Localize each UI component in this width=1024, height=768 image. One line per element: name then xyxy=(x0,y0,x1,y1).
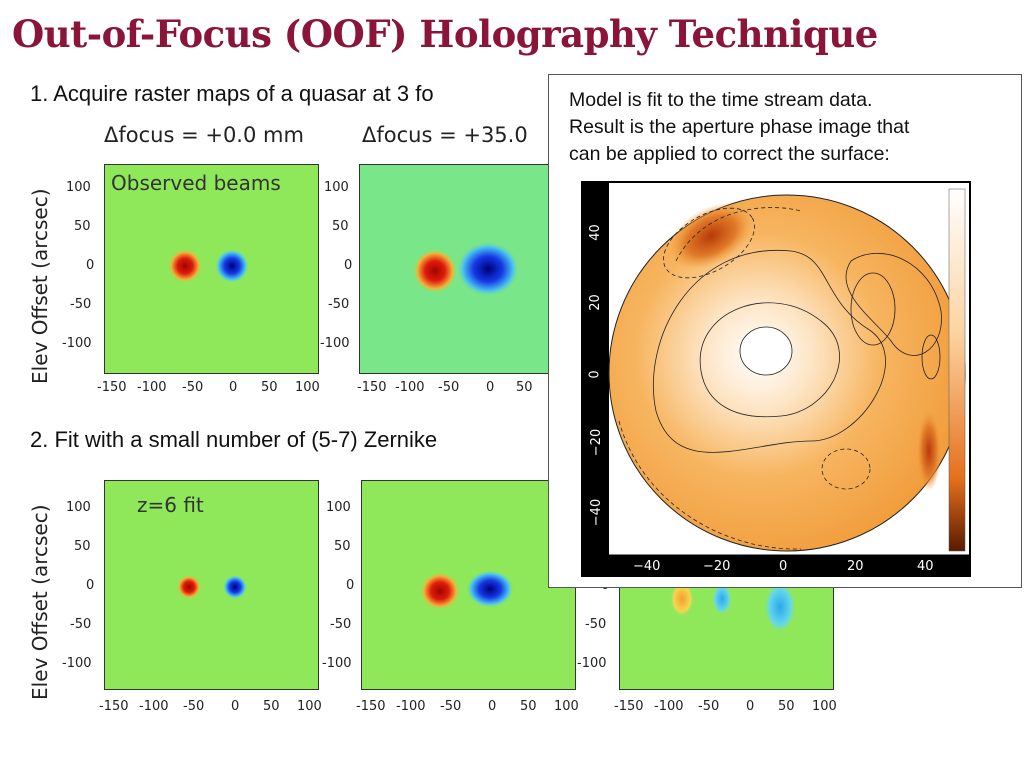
fit-beam-panel-a: z=6 fit xyxy=(104,480,319,690)
ytick-r1a-50: 50 xyxy=(74,219,91,234)
ytick-r2a-100: 100 xyxy=(66,500,91,515)
phase-xtick-40: 40 xyxy=(917,559,934,574)
xtick-r2c-100: 100 xyxy=(812,699,837,714)
step-1-text: 1. Acquire raster maps of a quasar at 3 … xyxy=(30,81,434,106)
fit-beam-panel-b xyxy=(361,480,576,690)
callout-line-3: can be applied to correct the surface: xyxy=(569,143,890,165)
ytick-r2c-m50: -50 xyxy=(585,617,607,632)
phase-ytick-40: 40 xyxy=(587,224,603,241)
y-axis-label-row1: Elev Offset (arcsec) xyxy=(28,188,52,385)
ytick-r1b-m100: -100 xyxy=(320,336,350,351)
ytick-r2a-50: 50 xyxy=(74,539,91,554)
xtick-r1b-m150: -150 xyxy=(357,380,387,395)
ytick-r2a-m50: -50 xyxy=(70,617,92,632)
xtick-r2c-0: 0 xyxy=(746,699,755,714)
ytick-r2c-m100: -100 xyxy=(577,656,607,671)
ytick-r2b-0: 0 xyxy=(346,578,355,593)
ytick-r1b-100: 100 xyxy=(324,180,349,195)
xtick-r2a-m50: -50 xyxy=(183,699,205,714)
ytick-r1b-50: 50 xyxy=(332,219,349,234)
column-title-35mm: Δfocus = +35.0 xyxy=(362,123,528,147)
xtick-r2a-m150: -150 xyxy=(99,699,129,714)
phase-xtick-m40: −40 xyxy=(633,559,661,574)
xtick-r1a-0: 0 xyxy=(229,380,238,395)
xtick-r2c-m50: -50 xyxy=(698,699,720,714)
xtick-r2b-m100: -100 xyxy=(396,699,426,714)
xtick-r1a-m150: -150 xyxy=(97,380,127,395)
callout-line-1: Model is fit to the time stream data. xyxy=(569,89,873,111)
phase-ytick-m40: −40 xyxy=(589,498,605,527)
xtick-r2b-m150: -150 xyxy=(356,699,386,714)
aperture-phase-map xyxy=(608,183,969,556)
phase-xtick-20: 20 xyxy=(847,559,864,574)
ytick-r1b-m50: -50 xyxy=(328,297,350,312)
xtick-r1b-50: 50 xyxy=(516,380,533,395)
xtick-r1a-m100: -100 xyxy=(137,380,167,395)
observed-beam-panel-b xyxy=(359,164,574,374)
callout-line-2: Result is the aperture phase image that xyxy=(569,116,910,138)
phase-ytick-0: 0 xyxy=(587,370,603,379)
z6-fit-label: z=6 fit xyxy=(137,493,204,517)
xtick-r1b-0: 0 xyxy=(486,380,495,395)
column-title-0mm: Δfocus = +0.0 mm xyxy=(104,123,304,147)
observed-beam-panel-a: Observed beams xyxy=(104,164,319,374)
xtick-r2b-50: 50 xyxy=(520,699,537,714)
y-axis-label-row2: Elev Offset (arcsec) xyxy=(28,504,52,701)
xtick-r2b-100: 100 xyxy=(554,699,579,714)
aperture-phase-image: −40 −20 0 20 40 40 20 0 −20 −40 xyxy=(581,181,971,577)
xtick-r1a-m50: -50 xyxy=(182,380,204,395)
xtick-r2c-50: 50 xyxy=(778,699,795,714)
fit-beam-plot-b xyxy=(362,481,575,689)
observed-beam-plot-b xyxy=(360,165,560,373)
phase-ytick-20: 20 xyxy=(587,294,603,311)
xtick-r1b-m50: -50 xyxy=(438,380,460,395)
ytick-r1b-0: 0 xyxy=(344,258,353,273)
ytick-r1a-m50: -50 xyxy=(70,297,92,312)
fit-beam-plot-a xyxy=(105,481,318,689)
xtick-r1a-100: 100 xyxy=(295,380,320,395)
xtick-r1b-m100: -100 xyxy=(395,380,425,395)
ytick-r2a-0: 0 xyxy=(86,578,95,593)
xtick-r2c-m100: -100 xyxy=(654,699,684,714)
observed-beam-plot-a xyxy=(105,165,318,373)
ytick-r2b-m100: -100 xyxy=(322,656,352,671)
ytick-r2b-100: 100 xyxy=(326,500,351,515)
xtick-r2a-0: 0 xyxy=(231,699,240,714)
aperture-phase-callout: Model is fit to the time stream data. Re… xyxy=(548,74,1022,588)
xtick-r2c-m150: -150 xyxy=(614,699,644,714)
xtick-r2b-0: 0 xyxy=(488,699,497,714)
ytick-r2b-50: 50 xyxy=(334,539,351,554)
ytick-r1a-0: 0 xyxy=(86,258,95,273)
xtick-r2a-50: 50 xyxy=(263,699,280,714)
observed-beams-label: Observed beams xyxy=(111,171,281,195)
slide-title: Out-of-Focus (OOF) Holography Technique xyxy=(12,12,878,56)
ytick-r2a-m100: -100 xyxy=(62,656,92,671)
phase-ytick-m20: −20 xyxy=(589,428,605,457)
ytick-r1a-m100: -100 xyxy=(62,336,92,351)
xtick-r2a-100: 100 xyxy=(297,699,322,714)
ytick-r2b-m50: -50 xyxy=(330,617,352,632)
xtick-r2b-m50: -50 xyxy=(440,699,462,714)
xtick-r1a-50: 50 xyxy=(261,380,278,395)
callout-text: Model is fit to the time stream data. Re… xyxy=(569,87,1019,168)
xtick-r2a-m100: -100 xyxy=(139,699,169,714)
step-2-text: 2. Fit with a small number of (5-7) Zern… xyxy=(30,427,438,452)
ytick-r1a-100: 100 xyxy=(66,180,91,195)
phase-xtick-m20: −20 xyxy=(703,559,731,574)
phase-xtick-0: 0 xyxy=(779,559,788,574)
